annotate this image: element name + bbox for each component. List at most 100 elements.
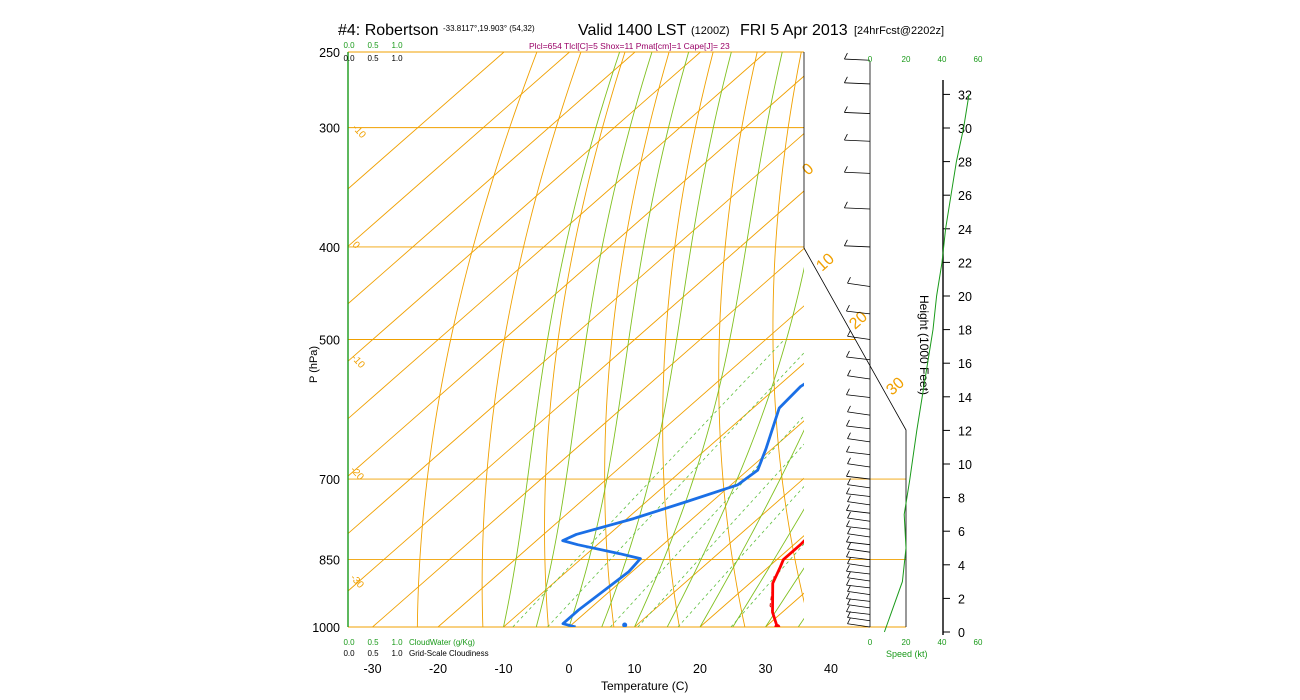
pressure-tick-label: 300 bbox=[319, 122, 340, 136]
cloud-water-tick-bottom: 0.0 bbox=[343, 638, 355, 647]
temperature-tick-label: 30 bbox=[759, 662, 773, 676]
wind-barb-flag bbox=[844, 201, 848, 209]
wind-barb-flag bbox=[844, 52, 848, 60]
wind-speed-curve bbox=[883, 94, 970, 633]
isotherm-10 bbox=[634, 477, 804, 627]
wind-barb bbox=[847, 533, 871, 538]
cloudiness-tick-top: 0.5 bbox=[367, 54, 379, 63]
height-tick-label: 8 bbox=[958, 492, 965, 506]
cloud-water-label: CloudWater (g/Kg) bbox=[409, 638, 475, 647]
surface-temperature-marker bbox=[774, 624, 781, 627]
wind-barb bbox=[846, 570, 871, 575]
wind-barb bbox=[847, 484, 871, 489]
dry-adiabat-260 bbox=[481, 52, 582, 627]
mixing-ratio-20 bbox=[730, 543, 804, 627]
wind-barb bbox=[847, 617, 871, 622]
wind-barb bbox=[844, 58, 871, 61]
moist-adiabat-15 bbox=[666, 266, 804, 627]
sounding-series bbox=[561, 382, 804, 627]
isotherm-label-left: -10 bbox=[349, 353, 367, 371]
dry-adiabat-400 bbox=[1198, 52, 1300, 627]
mixing-ratio-label: 6 bbox=[609, 632, 615, 643]
wind-barb-flag bbox=[847, 557, 851, 564]
height-tick-label: 22 bbox=[958, 256, 972, 270]
wind-barb-flag bbox=[846, 565, 850, 572]
mixing-ratio-2 bbox=[512, 339, 785, 627]
isotherm-label-right: 0 bbox=[799, 160, 817, 179]
isotherm-label-left: -20 bbox=[348, 465, 366, 483]
dry-adiabat-410 bbox=[1242, 52, 1300, 627]
cloudiness-tick-bottom: 0.0 bbox=[343, 649, 355, 658]
wind-barb bbox=[847, 438, 871, 443]
wind-barb-flag bbox=[846, 520, 850, 527]
height-tick-label: 12 bbox=[958, 424, 972, 438]
isotherm-0 bbox=[568, 420, 804, 627]
wind-barb bbox=[847, 517, 871, 522]
pressure-tick-label: 850 bbox=[319, 554, 340, 568]
wind-barb bbox=[844, 171, 871, 174]
isotherm--10 bbox=[503, 362, 804, 627]
wind-barb-flag bbox=[846, 487, 850, 494]
height-axis-label: Height (1000 Feet) bbox=[917, 295, 931, 395]
mixing-ratio-8 bbox=[637, 443, 804, 627]
cloud-water-tick-top: 0.0 bbox=[343, 41, 355, 50]
wind-barb bbox=[846, 425, 871, 430]
wind-barb bbox=[847, 411, 871, 416]
wind-barb-flag bbox=[844, 239, 848, 246]
mixing-ratio-lines: 2 3 6 8 12 20 bbox=[512, 339, 804, 643]
cloud-water-tick-bottom: 0.5 bbox=[367, 638, 379, 647]
dry-adiabat-290 bbox=[662, 52, 714, 627]
isotherm--60 bbox=[348, 75, 804, 477]
title-station: #4: Robertson bbox=[338, 22, 439, 39]
height-tick-label: 14 bbox=[958, 391, 972, 405]
dry-adiabat-350 bbox=[974, 52, 1073, 627]
isotherm-label-right: 30 bbox=[883, 374, 908, 399]
temperature-tick-label: -30 bbox=[363, 662, 381, 676]
dry-adiabat-380 bbox=[1110, 52, 1269, 627]
mixing-ratio-label: 3 bbox=[547, 632, 553, 643]
wind-barb-flag bbox=[847, 571, 851, 578]
wind-barb bbox=[846, 493, 871, 497]
isotherm--100 bbox=[348, 52, 570, 247]
cloudiness-tick-top: 0.0 bbox=[343, 54, 355, 63]
cloud-water-tick-bottom: 1.0 bbox=[391, 638, 403, 647]
isotherm--30 bbox=[372, 247, 804, 627]
wind-barb bbox=[847, 604, 871, 609]
moist-adiabat-25 bbox=[732, 508, 804, 627]
wind-barb bbox=[846, 510, 871, 514]
wind-barb bbox=[846, 394, 871, 398]
wind-barb bbox=[846, 310, 871, 315]
mixing-ratio-6 bbox=[610, 415, 804, 627]
wind-barb bbox=[847, 335, 871, 340]
wind-barb-flag bbox=[847, 617, 851, 624]
wind-panel-border bbox=[803, 247, 907, 627]
dry-adiabat-390 bbox=[1154, 52, 1300, 627]
mixing-ratio-3 bbox=[547, 352, 804, 627]
wind-barb-flag bbox=[847, 330, 851, 337]
title-utc: (1200Z) bbox=[691, 25, 730, 37]
isotherm-label-left: 0 bbox=[350, 240, 362, 252]
wind-barb-flag bbox=[844, 76, 848, 83]
isobar-lines bbox=[348, 51, 906, 628]
wind-barb-flag bbox=[846, 470, 850, 477]
height-tick-label: 18 bbox=[958, 324, 972, 338]
pressure-axis-label: P (hPa) bbox=[308, 346, 320, 383]
height-tick-label: 20 bbox=[958, 290, 972, 304]
isotherm--20 bbox=[437, 305, 804, 627]
wind-barb-flag bbox=[847, 432, 851, 439]
pressure-tick-label: 1000 bbox=[312, 621, 340, 635]
wind-barb bbox=[847, 591, 871, 596]
temperature-tick-label: 20 bbox=[693, 662, 707, 676]
isotherm--70 bbox=[348, 52, 767, 420]
wind-barb bbox=[846, 541, 871, 546]
moist-adiabat-0 bbox=[568, 52, 690, 627]
height-tick-label: 30 bbox=[958, 122, 972, 136]
wind-barb-flag bbox=[846, 304, 850, 312]
wind-barb-flag bbox=[847, 495, 851, 502]
title-valid: Valid 1400 LST bbox=[578, 22, 686, 39]
height-tick-label: 10 bbox=[958, 458, 972, 472]
isotherm-label-left: -10 bbox=[350, 123, 368, 141]
height-tick-label: 2 bbox=[958, 592, 965, 606]
